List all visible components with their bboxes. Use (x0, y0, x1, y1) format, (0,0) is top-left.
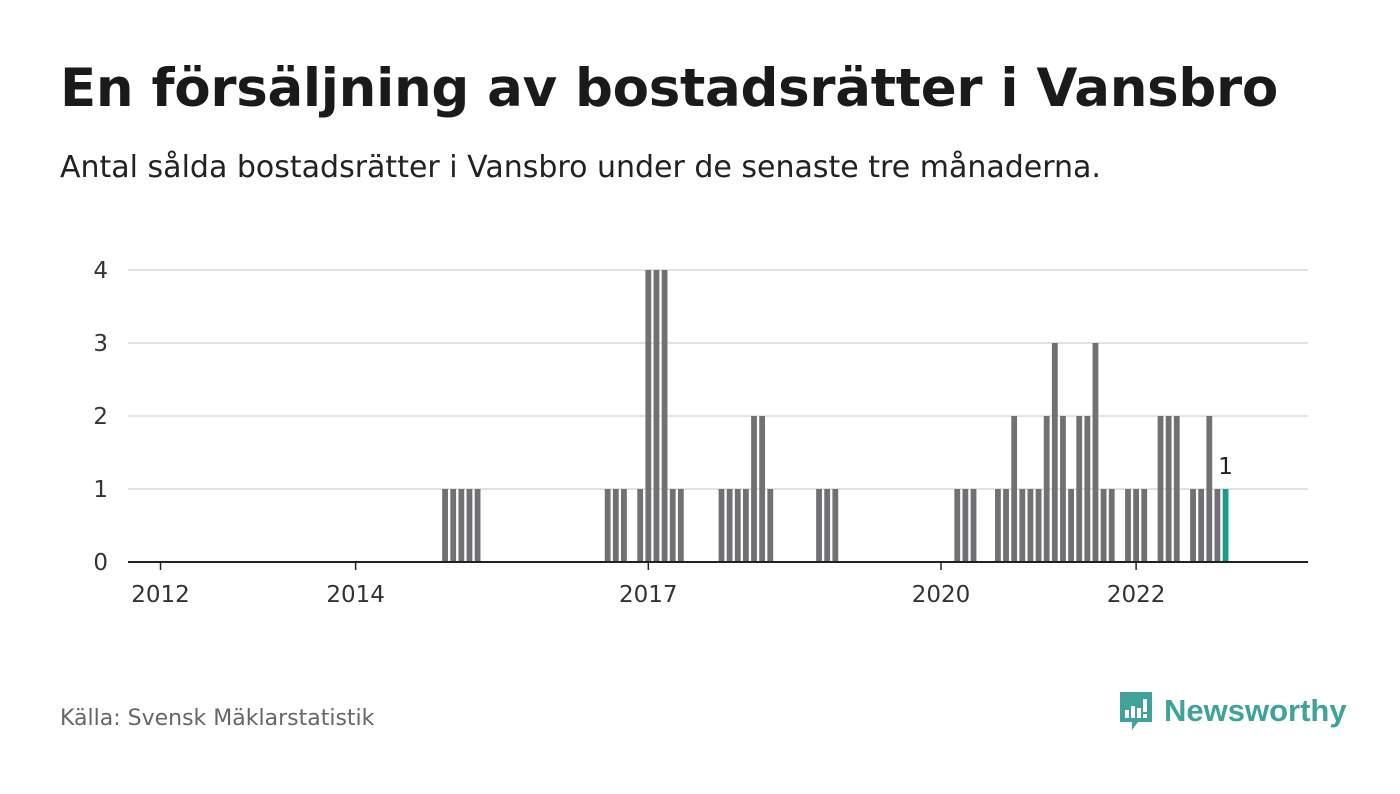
x-tick-label: 2012 (131, 582, 190, 608)
bar (734, 489, 741, 562)
bar (637, 489, 644, 562)
gridlines (128, 269, 1308, 490)
bar (1011, 416, 1018, 562)
bar (726, 489, 733, 562)
x-tick-label: 2014 (326, 582, 385, 608)
y-tick-label: 4 (93, 258, 108, 284)
bars (442, 270, 1229, 562)
bar (1206, 416, 1213, 562)
y-tick-label: 1 (93, 477, 108, 503)
y-tick-label: 2 (93, 404, 108, 430)
bar (1027, 489, 1034, 562)
bar (474, 489, 481, 562)
bar (962, 489, 969, 562)
x-tick-label: 2017 (619, 582, 678, 608)
x-tick-label: 2022 (1107, 582, 1166, 608)
bar (1157, 416, 1164, 562)
bar (824, 489, 831, 562)
bar (816, 489, 822, 562)
y-axis-ticks: 0 1 2 3 4 (93, 258, 108, 576)
newsworthy-logo-icon (1120, 692, 1152, 730)
bar (1222, 489, 1229, 562)
bar (604, 489, 611, 562)
bar (450, 489, 457, 562)
data-labels: 1 (1218, 454, 1233, 480)
bar (1108, 489, 1115, 562)
y-tick-label: 0 (93, 550, 108, 576)
bar (1214, 489, 1221, 562)
brand-logo[interactable]: Newsworthy (1118, 690, 1347, 732)
bar (742, 489, 749, 562)
bar (1003, 489, 1009, 562)
bar (442, 489, 448, 562)
bar (677, 489, 684, 562)
chart-subtitle: Antal sålda bostadsrätter i Vansbro unde… (60, 150, 1101, 185)
x-axis: 2012 2014 2017 2020 2022 (128, 561, 1308, 608)
bar (653, 270, 660, 562)
source-note: Källa: Svensk Mäklarstatistik (60, 706, 375, 731)
bar (669, 489, 676, 562)
bar (612, 489, 619, 562)
bar (1173, 416, 1180, 562)
bar (1190, 489, 1196, 562)
data-label: 1 (1218, 454, 1233, 480)
bar (621, 489, 627, 562)
bar (995, 489, 1001, 562)
bar (751, 416, 757, 562)
bar (1084, 416, 1091, 562)
bar (832, 489, 839, 562)
bar (970, 489, 977, 562)
bar (1035, 489, 1042, 562)
bar (1068, 489, 1074, 562)
bar (645, 270, 652, 562)
bar (1125, 489, 1131, 562)
bar (1100, 489, 1107, 562)
bar (1051, 343, 1058, 562)
chart-title: En försäljning av bostadsrätter i Vansbr… (60, 58, 1278, 119)
bar (718, 489, 725, 562)
bar (767, 489, 774, 562)
bar (1060, 416, 1066, 562)
bar (954, 489, 961, 562)
bar (1043, 416, 1050, 562)
bar (1019, 489, 1026, 562)
bar (1165, 416, 1172, 562)
brand-name: Newsworthy (1164, 693, 1347, 728)
bar (1133, 489, 1140, 562)
x-tick-label: 2020 (912, 582, 971, 608)
bar (759, 416, 766, 562)
bar (1198, 489, 1205, 562)
bar (1092, 343, 1099, 562)
y-tick-label: 3 (93, 331, 108, 357)
bar (661, 270, 668, 562)
bar (458, 489, 465, 562)
bar (1076, 416, 1083, 562)
bar (466, 489, 473, 562)
bar (1141, 489, 1148, 562)
